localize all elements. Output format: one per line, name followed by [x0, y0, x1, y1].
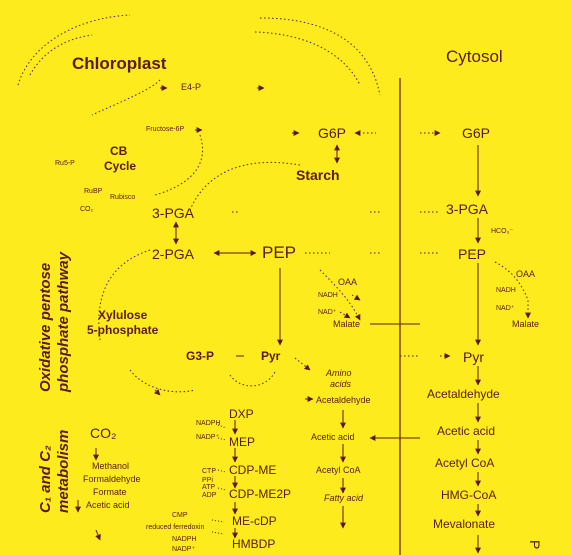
node-malate-chloroplast: Malate — [333, 319, 361, 329]
oppp-arc — [98, 249, 151, 341]
node-cb-cycle-1: CB — [110, 144, 128, 158]
cytosol-title: Cytosol — [446, 47, 503, 66]
mep-cofactor: CTP — [202, 468, 216, 475]
node-formate: Formate — [93, 487, 127, 497]
node-xylulose-2: 5-phosphate — [87, 323, 159, 337]
node-fructose6p: Fructose-6P — [146, 126, 185, 133]
envelope-arc-left-inner — [29, 34, 93, 76]
node-cb-cycle-2: Cycle — [104, 159, 137, 173]
node-3pga-chloroplast: 3-PGA — [152, 205, 195, 221]
node-co2-small: CO₂ — [80, 206, 94, 213]
side-label-oppp-1: Oxidative pentose — [37, 262, 54, 392]
node-acetic-acid-cytosol: Acetic acid — [437, 424, 496, 438]
node-hmg-coa: HMG-CoA — [441, 488, 497, 502]
mep-cofactor: ADP — [202, 492, 217, 499]
node-g6p-cytosol: G6P — [462, 125, 491, 141]
node-amino-2: acids — [330, 379, 352, 389]
node-pyr-cytosol: Pyr — [463, 349, 484, 365]
node-pep-chloroplast: PEP — [262, 243, 297, 262]
side-label-oppp-2: phosphate pathway — [55, 251, 72, 392]
cofactor-nad-chloroplast: NAD⁺ — [318, 309, 337, 316]
node-acetaldehyde-cytosol: Acetaldehyde — [427, 387, 500, 401]
envelope-arc-right — [259, 17, 381, 96]
node-ru5p: Ru5-P — [55, 160, 75, 167]
node-rubp: RuBP — [84, 188, 103, 195]
node-3pga-cytosol: 3-PGA — [446, 201, 489, 217]
mep-cofactor: NADP⁺ — [196, 434, 220, 441]
node-oaa-chloroplast: OAA — [338, 277, 358, 287]
node-malate-cytosol: Malate — [512, 319, 540, 329]
node-acetic-acid-c1: Acetic acid — [86, 500, 130, 510]
node-acetaldehyde-chloroplast: Acetaldehyde — [316, 395, 371, 405]
node-pep-cytosol: PEP — [458, 246, 487, 262]
node-methanol: Methanol — [92, 461, 130, 471]
envelope-arc-right-inner — [254, 31, 361, 86]
envelope-arc-left — [17, 14, 131, 86]
node-amino-1: Amino — [326, 368, 352, 378]
starch-arc — [189, 161, 301, 211]
cofactor-nadh-cytosol: NADH — [496, 287, 516, 294]
node-g6p-chloroplast: G6P — [318, 125, 347, 141]
node-acetyl-coa-chloroplast: Acetyl CoA — [316, 465, 361, 475]
cofactor-nad-cytosol: NAD⁺ — [496, 305, 515, 312]
mep-cofactor: CMP — [172, 512, 188, 519]
node-starch: Starch — [296, 167, 340, 183]
node-g3p: G3-P — [186, 349, 215, 363]
mep-cofactor: PPi — [202, 477, 213, 484]
chloroplast-title: Chloroplast — [72, 54, 167, 73]
cb-cycle-arc-2 — [154, 134, 204, 196]
node-co2-big: CO₂ — [90, 425, 117, 441]
node-cdp-me: CDP-ME — [229, 463, 277, 477]
cofactor-hco3: HCO₃⁻ — [491, 228, 514, 235]
node-oaa-cytosol: OAA — [516, 269, 536, 279]
g3p-pyr-arc — [229, 371, 276, 387]
node-xylulose-1: Xylulose — [98, 308, 148, 322]
node-cdp-me2p: CDP-ME2P — [229, 487, 292, 501]
side-label-c1c2-2: metabolism — [55, 429, 72, 513]
node-acetic-acid-chloroplast: Acetic acid — [311, 432, 355, 442]
node-pyr-chloroplast: Pyr — [261, 349, 281, 363]
node-e4p: E4-P — [181, 82, 202, 92]
mep-cofactor: NADPH — [172, 536, 197, 543]
node-dxp: DXP — [229, 407, 254, 421]
node-me-cdp: ME-cDP — [232, 514, 277, 528]
node-2pga: 2-PGA — [152, 246, 195, 262]
node-hmbdp: HMBDP — [232, 537, 276, 551]
node-acetyl-coa-cytosol: Acetyl CoA — [435, 456, 495, 470]
mep-cofactor: reduced ferredoxin — [146, 524, 205, 531]
node-mep: MEP — [229, 435, 256, 449]
mep-cofactor: NADPH — [196, 420, 221, 427]
mep-cofactor: NADP⁺ — [172, 546, 196, 553]
side-label-c1c2-1: C₁ and C₂ — [37, 445, 54, 513]
cofactor-nadh-chloroplast: NADH — [318, 292, 338, 299]
node-fatty-acid: Fatty acid — [324, 493, 364, 503]
label-rubisco: Rubisco — [110, 194, 136, 201]
mep-cofactor: ATP — [202, 484, 216, 491]
edge-letter: P — [527, 540, 543, 550]
oppp-arc-2 — [129, 369, 196, 393]
cb-cycle-arc — [91, 79, 161, 116]
node-formaldehyde: Formaldehyde — [83, 474, 141, 484]
node-mevalonate: Mevalonate — [433, 517, 496, 531]
